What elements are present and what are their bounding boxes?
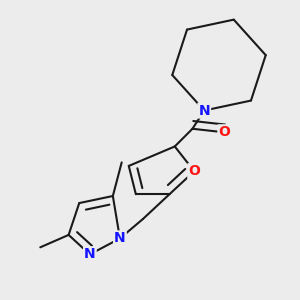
Text: O: O xyxy=(188,164,200,178)
Text: N: N xyxy=(84,248,96,261)
Text: N: N xyxy=(114,232,126,245)
Text: N: N xyxy=(198,103,210,118)
Text: O: O xyxy=(218,125,230,139)
